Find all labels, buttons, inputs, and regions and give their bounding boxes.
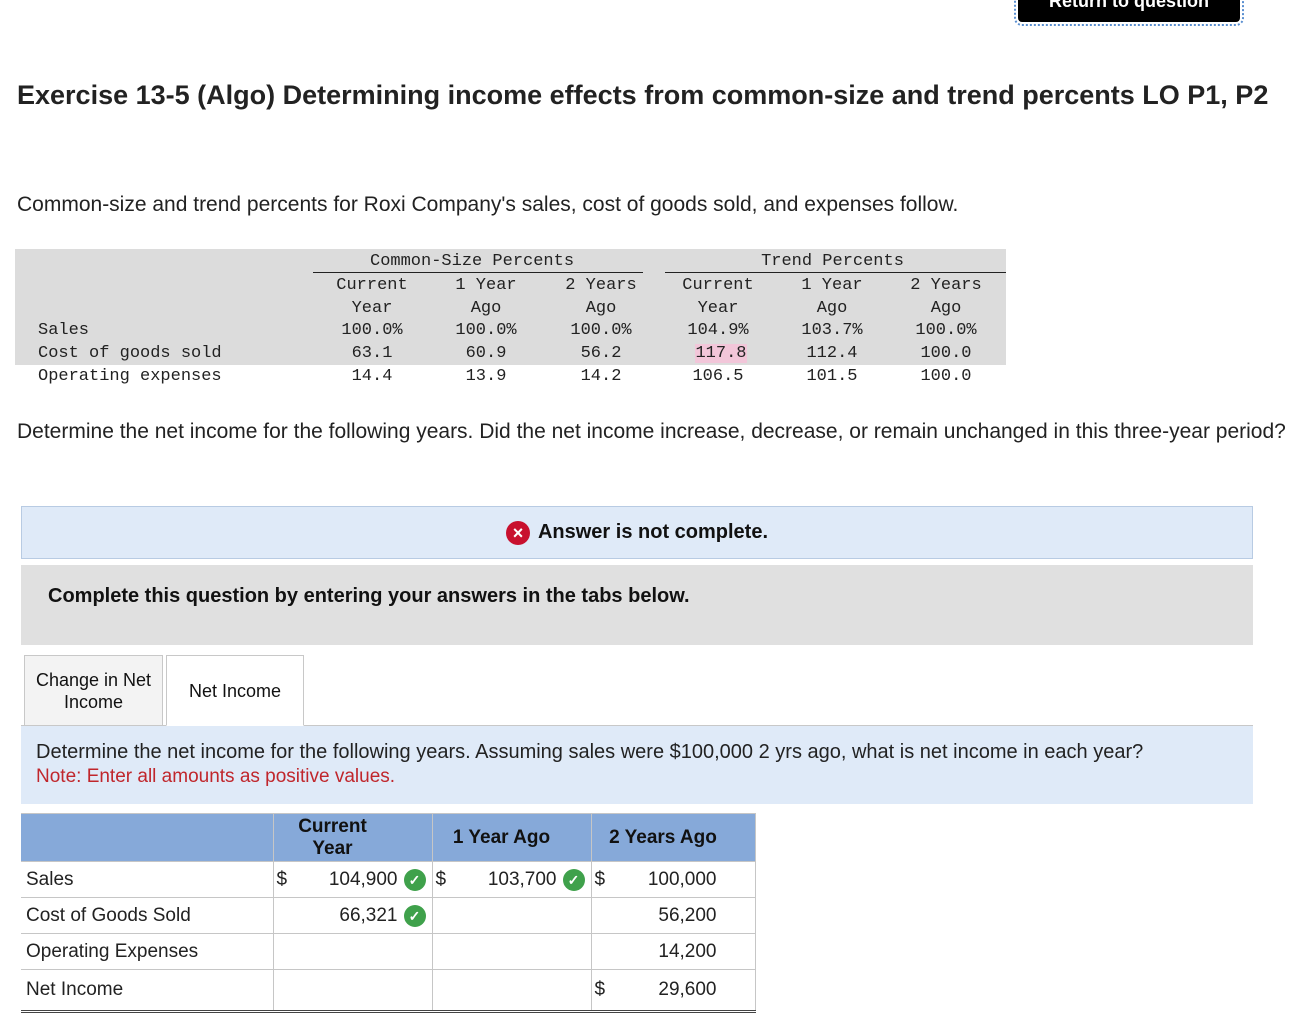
cogs-1-year-ago-input[interactable]: [431, 897, 592, 934]
table-cell: 104.9%: [687, 321, 749, 340]
sales-2-years-ago-value: $100,000: [590, 861, 756, 898]
table-row: Operating Expenses 14,200: [21, 933, 756, 970]
column-header: 2 Years: [910, 276, 982, 295]
table-cell: 14.4: [351, 367, 393, 386]
prompt-note: Note: Enter all amounts as positive valu…: [36, 766, 396, 787]
opex-1-year-ago-input[interactable]: [431, 933, 592, 970]
check-icon: ✓: [403, 904, 426, 927]
header-1-year-ago: 1 Year Ago: [431, 813, 592, 862]
trend-group-header: Trend Percents: [761, 252, 904, 271]
table-cell: 56.2: [580, 344, 622, 363]
table-cell: 100.0: [920, 344, 972, 363]
table-cell: 14.2: [580, 367, 622, 386]
instruction-panel: Complete this question by entering your …: [21, 565, 1253, 645]
answer-table: Current Year 1 Year Ago 2 Years Ago Sale…: [21, 813, 756, 1013]
sales-current-year-input[interactable]: $104,900 ✓: [272, 861, 433, 898]
table-cell: 60.9: [465, 344, 507, 363]
table-cell: 100.0%: [570, 321, 632, 340]
table-cell: 100.0%: [341, 321, 403, 340]
prompt-panel: Determine the net income for the followi…: [21, 726, 1253, 804]
row-label: Sales: [21, 861, 274, 898]
net-income-1-year-ago-input[interactable]: [431, 969, 592, 1013]
column-header: Year: [697, 299, 739, 318]
column-header: 2 Years: [565, 276, 637, 295]
table-cell: 13.9: [465, 367, 507, 386]
column-header: Current: [336, 276, 408, 295]
opex-current-year-input[interactable]: [272, 933, 433, 970]
sales-1-year-ago-input[interactable]: $103,700 ✓: [431, 861, 592, 898]
tab-label: Net Income: [188, 680, 282, 701]
return-to-question-button[interactable]: Return to question: [1014, 0, 1244, 26]
table-row: Net Income $29,600: [21, 969, 756, 1013]
table-cell: 100.0%: [915, 321, 977, 340]
column-header: Year: [351, 299, 393, 318]
tab-net-income[interactable]: Net Income: [166, 655, 304, 726]
table-cell: 106.5: [692, 367, 744, 386]
cogs-current-year-input[interactable]: 66,321 ✓: [272, 897, 433, 934]
common-size-group-header: Common-Size Percents: [370, 252, 575, 271]
table-cell: 103.7%: [801, 321, 863, 340]
tab-change-in-net-income[interactable]: Change in Net Income: [24, 655, 163, 726]
check-icon: ✓: [562, 868, 585, 891]
header-current-year: Current Year: [272, 813, 433, 862]
table-row: Cost of Goods Sold 66,321 ✓ 56,200: [21, 897, 756, 934]
column-header: Ago: [930, 299, 962, 318]
intro-text: Common-size and trend percents for Roxi …: [17, 193, 959, 216]
net-income-current-year-input[interactable]: [272, 969, 433, 1013]
table-cell: 101.5: [806, 367, 858, 386]
x-circle-icon: ×: [505, 520, 530, 545]
net-income-2-years-ago-value: $29,600: [590, 969, 756, 1013]
table-cell: 63.1: [351, 344, 393, 363]
row-label: Operating Expenses: [21, 933, 274, 970]
column-header: 1 Year: [801, 276, 863, 295]
header-blank: [21, 813, 274, 862]
header-2-years-ago: 2 Years Ago: [590, 813, 756, 862]
column-header: 1 Year: [455, 276, 517, 295]
question-text: Determine the net income for the followi…: [17, 420, 1286, 443]
status-text: Answer is not complete.: [537, 521, 769, 543]
table-row: Sales $104,900 ✓ $103,700 ✓ $100,000: [21, 861, 756, 898]
row-label-cost-of-goods-sold: Cost of goods sold: [38, 344, 222, 363]
column-header: Current: [682, 276, 754, 295]
column-header: Ago: [470, 299, 502, 318]
table-cell: 100.0: [920, 367, 972, 386]
row-label: Net Income: [21, 969, 274, 1013]
check-icon: ✓: [403, 868, 426, 891]
page-title: Exercise 13-5 (Algo) Determining income …: [17, 80, 1269, 110]
cogs-2-years-ago-value: 56,200: [590, 897, 756, 934]
instruction-text: Complete this question by entering your …: [48, 585, 690, 607]
status-banner: × Answer is not complete.: [21, 506, 1253, 559]
table-cell: 112.4: [806, 344, 858, 363]
column-header: Ago: [585, 299, 617, 318]
percents-table: Common-Size Percents Trend Percents Curr…: [15, 249, 1006, 391]
row-label-sales: Sales: [38, 321, 90, 340]
highlighted-cell: 117.8: [695, 344, 747, 363]
opex-2-years-ago-value: 14,200: [590, 933, 756, 970]
row-label: Cost of Goods Sold: [21, 897, 274, 934]
row-label-operating-expenses: Operating expenses: [38, 367, 222, 386]
prompt-text: Determine the net income for the followi…: [36, 741, 1144, 763]
tab-label: Change in Net Income: [35, 670, 152, 712]
column-header: Ago: [816, 299, 848, 318]
table-cell: 100.0%: [455, 321, 517, 340]
